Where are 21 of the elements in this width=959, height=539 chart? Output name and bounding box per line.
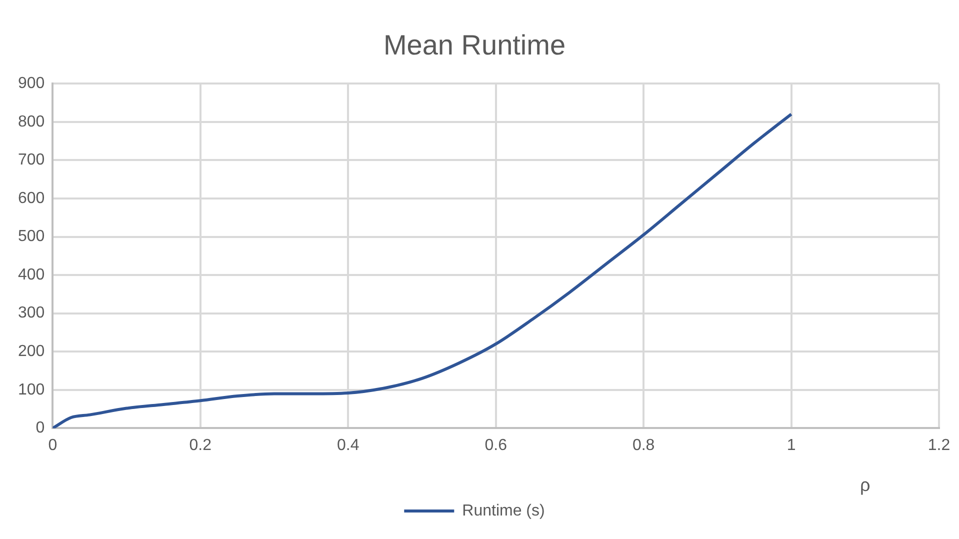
x-tick-label: 1 (786, 437, 796, 454)
y-tick-label: 400 (18, 266, 45, 284)
y-tick-label: 800 (18, 113, 45, 130)
x-tick-label: 0 (48, 437, 58, 454)
y-tick-label: 600 (18, 190, 45, 207)
y-tick-label: 100 (18, 381, 45, 398)
y-tick-label: 500 (18, 228, 45, 246)
x-tick-label: 0.6 (484, 437, 508, 454)
x-axis-title: ρ (860, 475, 870, 496)
chart-title: Mean Runtime (383, 30, 566, 61)
x-tick-label: 0.8 (632, 437, 655, 454)
y-tick-label: 700 (18, 152, 45, 169)
y-tick-label: 200 (18, 343, 45, 360)
x-tick-label: 1.2 (928, 437, 950, 454)
legend-label: Runtime (s) (462, 502, 545, 520)
x-tick-label: 0.2 (189, 437, 212, 454)
y-tick-label: 900 (18, 75, 45, 92)
y-tick-label: 300 (18, 304, 45, 322)
x-tick-label: 0.4 (337, 437, 360, 454)
line-series (52, 112, 793, 428)
y-tick-label: 0 (36, 420, 45, 437)
